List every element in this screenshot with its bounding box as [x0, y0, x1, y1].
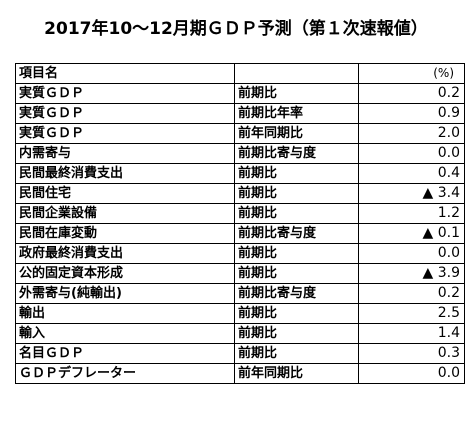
row-measure: 前期比寄与度 — [234, 283, 359, 304]
row-measure: 前期比 — [234, 343, 359, 364]
row-value: 0.9 — [358, 103, 465, 124]
header-measure — [234, 63, 359, 84]
row-measure: 前年同期比 — [234, 363, 359, 384]
table-row: 外需寄与(純輸出) 前期比寄与度 0.2 — [15, 283, 465, 304]
row-item: 実質ＧＤＰ — [15, 83, 235, 104]
row-item: 輸入 — [15, 323, 235, 344]
row-item: 公的固定資本形成 — [15, 263, 235, 284]
table-row: 内需寄与 前期比寄与度 0.0 — [15, 143, 465, 164]
row-value: 1.2 — [358, 203, 465, 224]
row-value: 2.5 — [358, 303, 465, 324]
row-value: 2.0 — [358, 123, 465, 144]
table-row: 民間住宅 前期比 ▲ 3.4 — [15, 183, 465, 204]
row-value: ▲ 3.4 — [358, 183, 465, 204]
table-row: 実質ＧＤＰ 前年同期比 2.0 — [15, 123, 465, 144]
row-value: 0.2 — [358, 283, 465, 304]
row-measure: 前期比 — [234, 163, 359, 184]
table-row: ＧＤＰデフレーター 前年同期比 0.0 — [15, 363, 465, 384]
row-item: ＧＤＰデフレーター — [15, 363, 235, 384]
row-item: 実質ＧＤＰ — [15, 123, 235, 144]
row-item: 民間住宅 — [15, 183, 235, 204]
row-measure: 前期比 — [234, 243, 359, 264]
table-row: 実質ＧＤＰ 前期比 0.2 — [15, 83, 465, 104]
row-item: 民間在庫変動 — [15, 223, 235, 244]
table-row: 輸出 前期比 2.5 — [15, 303, 465, 324]
row-value: 1.4 — [358, 323, 465, 344]
table-row: 実質ＧＤＰ 前期比年率 0.9 — [15, 103, 465, 124]
table-row: 輸入 前期比 1.4 — [15, 323, 465, 344]
row-item: 政府最終消費支出 — [15, 243, 235, 264]
row-value: 0.2 — [358, 83, 465, 104]
row-measure: 前期比 — [234, 183, 359, 204]
row-item: 外需寄与(純輸出) — [15, 283, 235, 304]
row-value: ▲ 3.9 — [358, 263, 465, 284]
row-measure: 前期比 — [234, 303, 359, 324]
row-value: 0.4 — [358, 163, 465, 184]
row-measure: 前期比 — [234, 263, 359, 284]
header-item-name: 項目名 — [15, 63, 235, 84]
row-measure: 前期比寄与度 — [234, 143, 359, 164]
row-value: ▲ 0.1 — [358, 223, 465, 244]
row-item: 民間企業設備 — [15, 203, 235, 224]
header-unit: (%) — [358, 63, 465, 84]
row-item: 実質ＧＤＰ — [15, 103, 235, 124]
row-item: 内需寄与 — [15, 143, 235, 164]
row-item: 名目ＧＤＰ — [15, 343, 235, 364]
table-row: 名目ＧＤＰ 前期比 0.3 — [15, 343, 465, 364]
row-value: 0.0 — [358, 243, 465, 264]
row-measure: 前年同期比 — [234, 123, 359, 144]
row-value: 0.3 — [358, 343, 465, 364]
row-item: 民間最終消費支出 — [15, 163, 235, 184]
row-measure: 前期比寄与度 — [234, 223, 359, 244]
table-header-row: 項目名 (%) — [15, 63, 465, 84]
table-row: 民間企業設備 前期比 1.2 — [15, 203, 465, 224]
row-value: 0.0 — [358, 143, 465, 164]
page-title: 2017年10～12月期ＧＤＰ予測（第１次速報値） — [44, 19, 428, 39]
row-measure: 前期比 — [234, 83, 359, 104]
table-row: 民間最終消費支出 前期比 0.4 — [15, 163, 465, 184]
row-measure: 前期比 — [234, 323, 359, 344]
row-value: 0.0 — [358, 363, 465, 384]
row-measure: 前期比 — [234, 203, 359, 224]
row-measure: 前期比年率 — [234, 103, 359, 124]
gdp-forecast-table: 項目名 (%) 実質ＧＤＰ 前期比 0.2 実質ＧＤＰ 前期比年率 0.9 実質… — [15, 63, 465, 384]
table-row: 政府最終消費支出 前期比 0.0 — [15, 243, 465, 264]
row-item: 輸出 — [15, 303, 235, 324]
table-row: 公的固定資本形成 前期比 ▲ 3.9 — [15, 263, 465, 284]
table-row: 民間在庫変動 前期比寄与度 ▲ 0.1 — [15, 223, 465, 244]
